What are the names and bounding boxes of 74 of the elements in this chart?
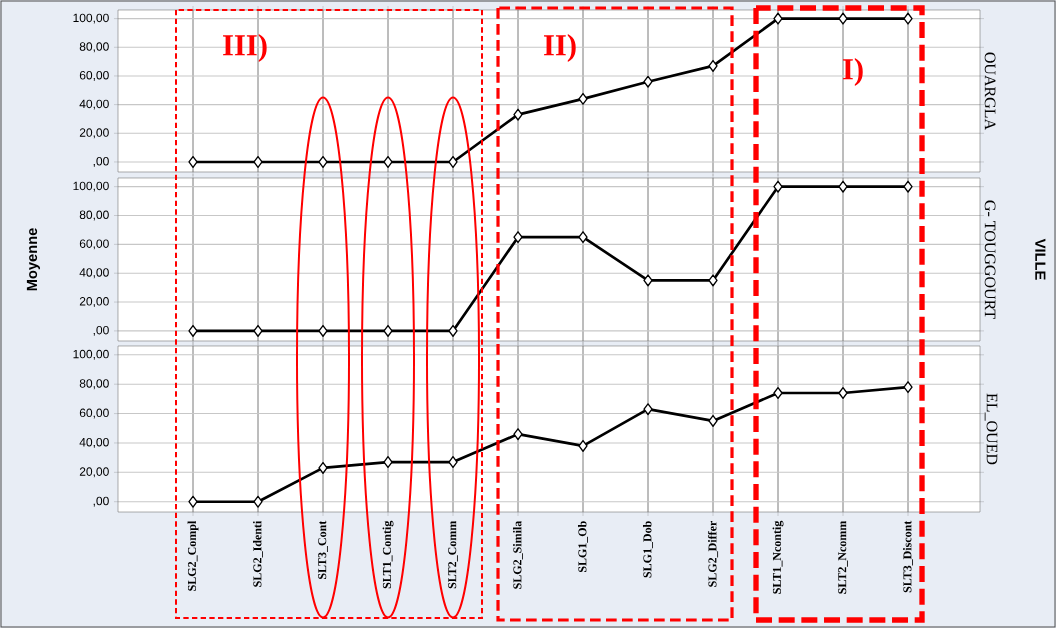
x-tick-label: SLT2_Ncomm (838, 520, 848, 594)
point (188, 324, 198, 337)
y-tick-label: 60,00 (79, 70, 109, 81)
point (383, 155, 393, 168)
y-tick-label: 100,00 (73, 349, 109, 360)
y-tick-label: 20,00 (79, 297, 109, 307)
y-tick-label: 60,00 (79, 408, 109, 419)
x-tick-label: SLG2_Identi (253, 520, 263, 587)
x-tick-label: SLT1_Ncontig (772, 520, 784, 594)
point (903, 180, 913, 193)
point (383, 324, 393, 337)
point (643, 75, 653, 88)
y-tick-label: 60,00 (79, 239, 109, 250)
y-tick-label: 100,00 (73, 181, 109, 192)
text: G- TOUGGOURT (984, 200, 996, 319)
x-tick-label: SLT2_Comm (448, 520, 458, 589)
x-tick-label: SLG1_Dob (643, 521, 654, 578)
x-tick-label: SLG1_Ob (578, 521, 589, 573)
point (513, 108, 523, 121)
y-tick-label: 100,00 (73, 13, 109, 24)
point (383, 456, 393, 469)
x-tick-label: SLT3_Cont (318, 520, 328, 579)
point (773, 387, 783, 400)
x-tick-label: SLT1_Contig (382, 520, 394, 589)
point (318, 461, 328, 474)
y-tick-label: ,00 (93, 157, 109, 167)
point (318, 324, 328, 337)
point (773, 12, 783, 25)
x-tick-label: SLG2_Compl (187, 520, 199, 591)
point (838, 12, 848, 25)
y2-axis-title: VILLE (1035, 238, 1046, 280)
y-tick-label: ,00 (93, 496, 109, 507)
y-tick-label: 80,00 (79, 42, 109, 53)
annotation: II) (543, 34, 576, 62)
point (578, 231, 588, 244)
point (188, 495, 198, 508)
annotation: III) (223, 34, 267, 62)
y-axis-title: Moyenne (26, 228, 40, 291)
point (773, 180, 783, 193)
point (448, 155, 458, 168)
point (513, 231, 523, 244)
y-tick-label: 20,00 (79, 128, 109, 139)
point (253, 495, 263, 508)
point (448, 456, 458, 469)
point (253, 324, 263, 337)
x-tick-label: SLG2_Simila (513, 520, 524, 589)
y-tick-label: 40,00 (79, 268, 109, 279)
point (643, 403, 653, 416)
point (318, 155, 328, 168)
point (903, 12, 913, 25)
point (578, 439, 588, 452)
point (903, 381, 913, 394)
y-tick-label: 80,00 (79, 210, 109, 221)
point (708, 59, 718, 72)
x-tick-label: SLG2_Differ (707, 520, 719, 587)
point (448, 324, 458, 337)
point (643, 274, 653, 287)
text: OUARGLA (984, 52, 996, 130)
point (253, 155, 263, 168)
point (578, 92, 588, 105)
y-tick-label: 40,00 (79, 437, 109, 448)
x-tick-label: SLT3_Discont (903, 520, 914, 593)
point (708, 414, 718, 427)
y-tick-label: ,00 (93, 325, 109, 336)
text: EL_OUED (984, 393, 998, 465)
annotation: I) (842, 58, 863, 86)
point (188, 155, 198, 168)
point (708, 274, 718, 287)
point (513, 428, 523, 441)
point (838, 387, 848, 400)
point (838, 180, 848, 193)
y-tick-label: 20,00 (79, 467, 109, 478)
y-tick-label: 80,00 (79, 379, 109, 390)
y-tick-label: 40,00 (79, 99, 109, 110)
